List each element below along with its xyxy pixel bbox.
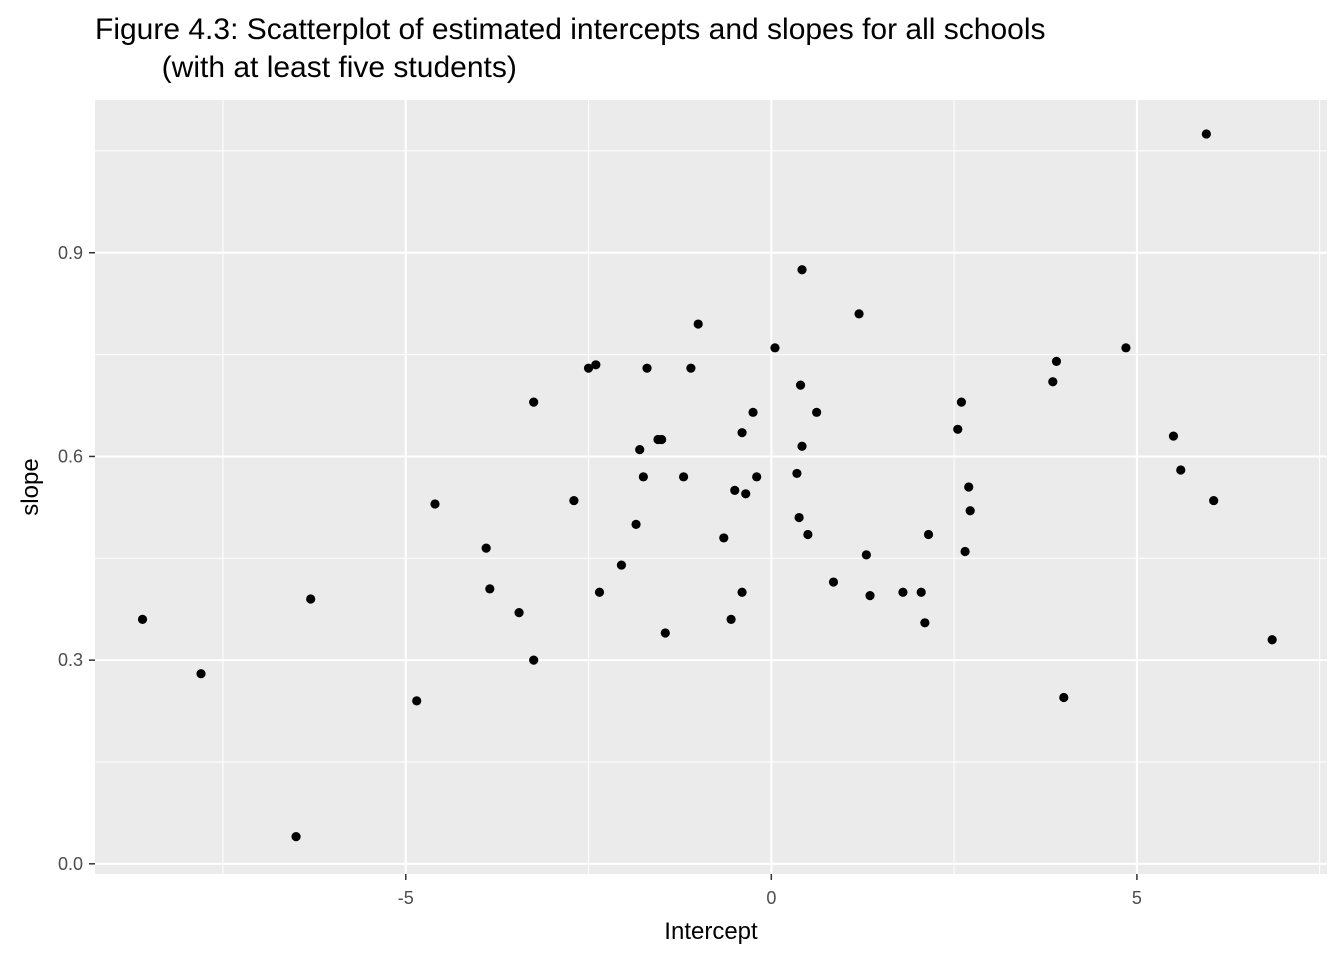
grid-lines	[95, 100, 1327, 874]
data-points	[137, 129, 1277, 842]
x-tick-label: 5	[1132, 888, 1142, 908]
data-point	[657, 434, 667, 445]
data-point	[529, 655, 539, 665]
data-point	[828, 577, 839, 587]
data-point	[737, 587, 747, 597]
data-point	[792, 468, 802, 479]
data-point	[953, 424, 963, 434]
data-point	[569, 495, 579, 506]
data-point	[964, 482, 974, 492]
data-point	[529, 397, 539, 407]
data-point	[1267, 635, 1277, 645]
data-point	[854, 309, 864, 319]
data-point	[642, 363, 652, 373]
chart-subtitle: (with at least five students)	[95, 51, 517, 84]
data-point	[812, 407, 822, 417]
y-axis-title: slope	[17, 458, 44, 515]
y-tick-label: 0.6	[58, 446, 83, 466]
data-point	[635, 445, 645, 455]
x-tick-label: -5	[398, 888, 414, 908]
data-point	[923, 529, 934, 540]
chart-title: Figure 4.3: Scatterplot of estimated int…	[95, 13, 1046, 46]
data-point	[797, 441, 807, 451]
x-tick-label: 0	[766, 888, 776, 908]
data-point	[430, 499, 440, 509]
data-point	[795, 380, 806, 390]
data-point	[616, 560, 627, 570]
data-point	[1168, 431, 1179, 441]
data-point	[737, 428, 747, 438]
data-point	[678, 472, 689, 482]
data-point	[794, 512, 804, 523]
data-point	[638, 472, 648, 482]
data-point	[1201, 129, 1211, 139]
plot-panel	[95, 100, 1327, 874]
data-point	[693, 319, 703, 329]
data-point	[861, 550, 871, 560]
data-point	[920, 618, 930, 628]
data-point	[960, 546, 970, 557]
axis-ticks: -5 0 5 0.0 0.3 0.6 0.9	[58, 243, 1142, 908]
data-point	[803, 529, 813, 540]
data-point	[956, 397, 967, 407]
data-point	[1048, 377, 1058, 387]
data-point	[481, 543, 491, 553]
data-point	[865, 591, 875, 601]
data-point	[726, 614, 736, 624]
data-point	[196, 669, 206, 679]
data-point	[594, 587, 605, 597]
data-point	[1051, 356, 1062, 366]
data-point	[1121, 343, 1131, 353]
data-point	[686, 363, 696, 373]
data-point	[1209, 495, 1219, 506]
data-point	[719, 533, 729, 543]
data-point	[631, 519, 641, 529]
y-tick-label: 0.3	[58, 650, 83, 670]
data-point	[741, 489, 751, 499]
data-point	[291, 832, 301, 842]
data-point	[485, 584, 495, 594]
data-point	[514, 608, 524, 618]
data-point	[730, 485, 740, 495]
x-axis-title: Intercept	[664, 918, 758, 945]
data-point	[660, 628, 670, 638]
data-point	[748, 407, 758, 417]
data-point	[916, 587, 926, 597]
data-point	[306, 594, 316, 604]
data-point	[1059, 692, 1069, 703]
y-tick-label: 0.0	[58, 854, 83, 874]
data-point	[770, 343, 780, 353]
data-point	[591, 360, 601, 370]
data-point	[1176, 465, 1186, 475]
data-point	[412, 696, 422, 706]
y-tick-label: 0.9	[58, 243, 83, 263]
data-point	[752, 472, 762, 482]
data-point	[137, 614, 148, 624]
data-point	[797, 265, 807, 275]
panel-background	[95, 100, 1327, 874]
data-point	[898, 587, 908, 597]
data-point	[583, 363, 594, 373]
data-point	[965, 506, 975, 516]
